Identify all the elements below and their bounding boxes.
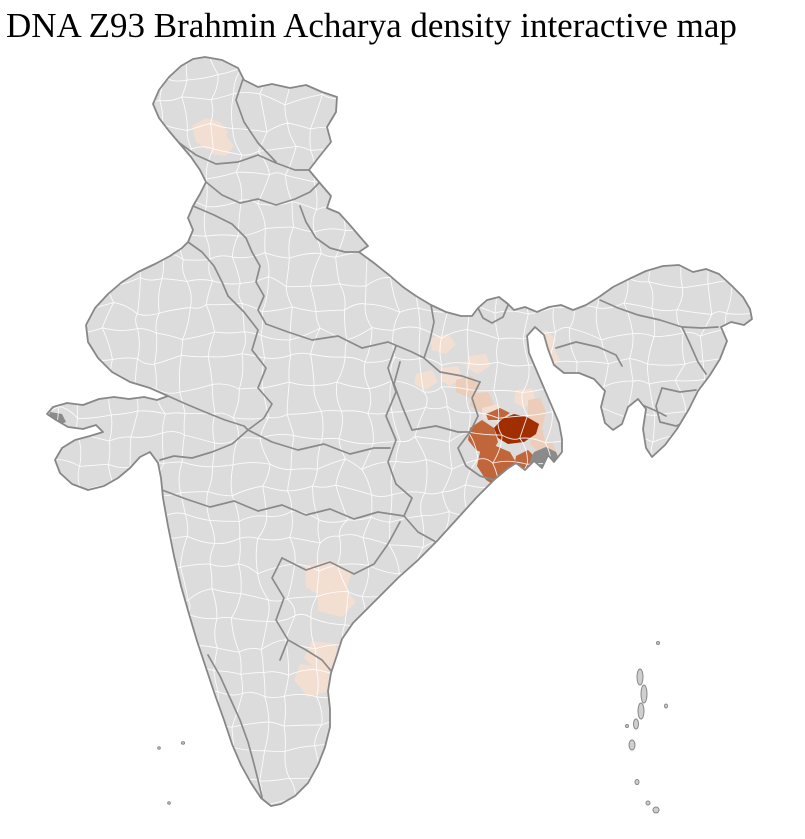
district-kashmir-valley-b[interactable] <box>210 136 234 156</box>
island <box>625 724 629 728</box>
island <box>664 703 668 709</box>
island <box>636 668 644 686</box>
district-chittoor[interactable] <box>294 664 332 697</box>
island <box>180 741 186 745</box>
island <box>633 718 639 730</box>
island <box>652 806 660 814</box>
island <box>656 641 660 645</box>
island <box>640 684 648 704</box>
district-bihar-b[interactable] <box>414 370 438 390</box>
island <box>157 746 161 750</box>
district-bengal-top-sliver[interactable] <box>486 408 510 420</box>
india-outline <box>46 56 753 807</box>
district-bihar-d[interactable] <box>466 354 490 374</box>
island <box>637 702 645 720</box>
island <box>167 801 171 805</box>
page-title: DNA Z93 Brahmin Acharya density interact… <box>6 6 737 45</box>
island <box>628 739 636 751</box>
island <box>645 800 651 806</box>
island-chains <box>157 641 668 814</box>
district-bihar-a[interactable] <box>430 334 456 354</box>
india-landmass <box>47 57 752 806</box>
island <box>634 779 640 785</box>
state-borders <box>159 78 719 798</box>
